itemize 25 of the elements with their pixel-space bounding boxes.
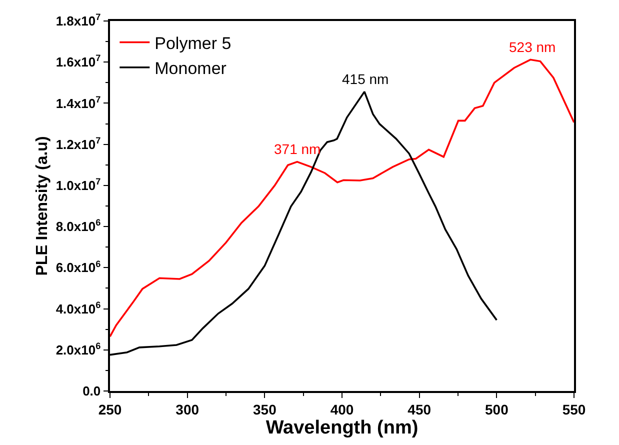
y-tick-label: 1.8x10$^{7}$ [56,12,101,29]
x-tick-label: 350 [252,402,277,418]
x-tick-label: 400 [330,402,354,418]
y-tick-label: 1.6x10$^{7}$ [56,53,101,70]
annotation: 371 nm [274,141,321,157]
y-tick-label: 1.2x10$^{7}$ [56,135,101,152]
line-series [110,58,574,338]
y-tick-label: 0.0 [82,384,101,399]
annotation: 523 nm [509,39,556,55]
x-tick-label: 500 [484,402,509,418]
x-tick-label: 450 [408,402,432,418]
legend-label: Monomer [154,58,227,78]
legend-label: Polymer 5 [154,34,232,53]
y-tick-label: 1.4x10$^{7}$ [56,94,101,111]
x-tick-label: 250 [98,402,122,418]
y-tick-label: 2.0x10$^{6}$ [56,340,101,358]
y-axis-title: PLE Intensity (a.u) [34,136,52,276]
x-axis-title: Wavelength (nm) [266,418,418,439]
x-tick-label: 300 [176,402,200,418]
y-tick-label: 6.0x10$^{6}$ [56,258,101,276]
annotation: 415 nm [342,71,389,87]
y-tick-label: 8.0x10$^{6}$ [56,218,101,234]
y-tick-label: 1.0x10$^{7}$ [56,176,101,193]
y-tick-label: 4.0x10$^{6}$ [56,300,101,316]
x-tick-label: 550 [562,402,586,418]
